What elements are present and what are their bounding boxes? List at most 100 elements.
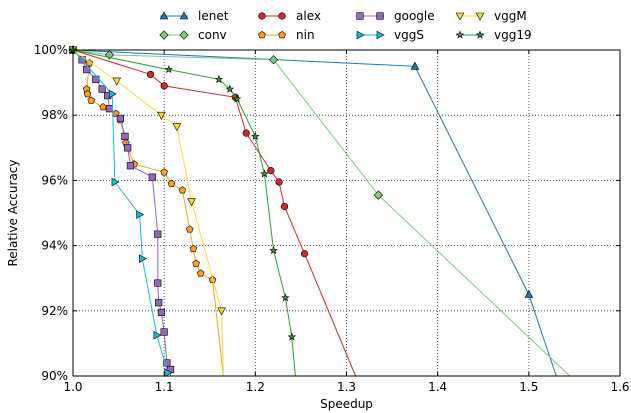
data-point [126, 162, 135, 170]
data-point [300, 250, 309, 258]
data-point [214, 74, 224, 83]
data-point [99, 103, 107, 111]
legend-marker [278, 12, 286, 20]
data-point [160, 82, 168, 90]
legend-marker [475, 12, 485, 21]
legend-item-nin: nin [258, 28, 315, 42]
data-point [138, 254, 147, 263]
series-line [72, 49, 169, 373]
data-point [267, 167, 275, 175]
data-point [163, 359, 171, 367]
data-point [178, 186, 187, 194]
legend-item-conv: conv [159, 28, 227, 42]
data-point [146, 70, 155, 79]
data-point [112, 77, 122, 86]
data-point [92, 75, 100, 83]
legend-label: alex [296, 9, 321, 23]
data-point [121, 132, 129, 140]
x-tick-label: 1.2 [246, 380, 265, 394]
x-tick-label: 1.0 [63, 380, 82, 394]
data-point [242, 129, 250, 137]
data-point [160, 328, 168, 336]
legend-label: nin [296, 28, 315, 42]
data-point [189, 244, 198, 253]
series-line [72, 49, 171, 376]
data-point [164, 368, 173, 378]
y-tick-label: 92% [41, 304, 68, 318]
data-point [225, 84, 235, 93]
legend-item-vggS: vggS [356, 28, 424, 42]
legend-marker [356, 30, 365, 40]
data-point [251, 131, 260, 141]
y-tick-label: 94% [41, 239, 68, 253]
y-tick-label: 100% [34, 43, 68, 57]
series-vggM [68, 46, 226, 377]
data-point [87, 96, 96, 104]
data-point [164, 65, 173, 74]
x-axis-label: Speedup [320, 397, 373, 411]
legend-marker [258, 12, 266, 20]
series-lenet [68, 45, 557, 377]
x-tick-label: 1.1 [155, 380, 174, 394]
data-point [280, 202, 289, 211]
legend-item-vggM: vggM [455, 9, 527, 23]
legend-marker [455, 30, 465, 39]
legend-label: google [394, 9, 435, 23]
data-point [111, 177, 120, 187]
y-tick-label: 98% [41, 108, 68, 122]
x-tick-label: 1.6 [610, 380, 629, 394]
series-alex [69, 46, 357, 377]
data-point [185, 225, 194, 233]
data-point [155, 299, 163, 307]
legend-marker [258, 31, 266, 39]
legend-marker [376, 12, 384, 20]
legend-marker [455, 12, 465, 21]
legend-marker [356, 12, 364, 20]
legend-label: vggM [494, 9, 527, 23]
legend-label: lenet [198, 9, 229, 23]
series-line [72, 49, 224, 377]
legend-item-vgg19: vgg19 [455, 28, 532, 42]
data-point [187, 198, 196, 207]
series-nin [69, 46, 224, 377]
y-axis-label: Relative Accuracy [6, 160, 20, 267]
legend-marker [159, 11, 169, 20]
series-google [69, 46, 175, 376]
data-point [232, 94, 242, 103]
data-point [268, 55, 279, 65]
legend-marker [278, 31, 286, 39]
legend-marker [179, 30, 189, 40]
data-point [124, 144, 132, 152]
data-point [192, 259, 200, 267]
legend-marker [475, 30, 485, 39]
y-tick-label: 90% [41, 369, 68, 383]
data-point [217, 307, 226, 316]
x-tick-label: 1.3 [337, 380, 356, 394]
data-point [275, 178, 283, 186]
data-point [287, 332, 297, 341]
data-point [154, 279, 162, 287]
data-point [108, 89, 117, 99]
data-point [105, 105, 114, 113]
data-point [153, 330, 162, 340]
data-point [260, 169, 269, 178]
data-point [269, 246, 278, 255]
data-point [83, 90, 92, 98]
x-tick-label: 1.5 [519, 380, 538, 394]
axis-labels: Speedup Relative Accuracy [6, 160, 373, 412]
legend-item-google: google [356, 9, 435, 23]
series-line [72, 49, 224, 377]
series-vgg19 [68, 45, 297, 377]
legend-marker [159, 30, 169, 40]
legend-label: conv [198, 28, 227, 42]
data-point [154, 230, 162, 238]
legend-label: vggS [394, 28, 424, 42]
data-point [524, 289, 534, 298]
data-point [157, 308, 166, 317]
series-line [72, 49, 557, 377]
legend-marker [376, 30, 385, 40]
data-point [172, 123, 182, 132]
data-point [160, 168, 168, 176]
y-tick-label: 96% [41, 173, 68, 187]
